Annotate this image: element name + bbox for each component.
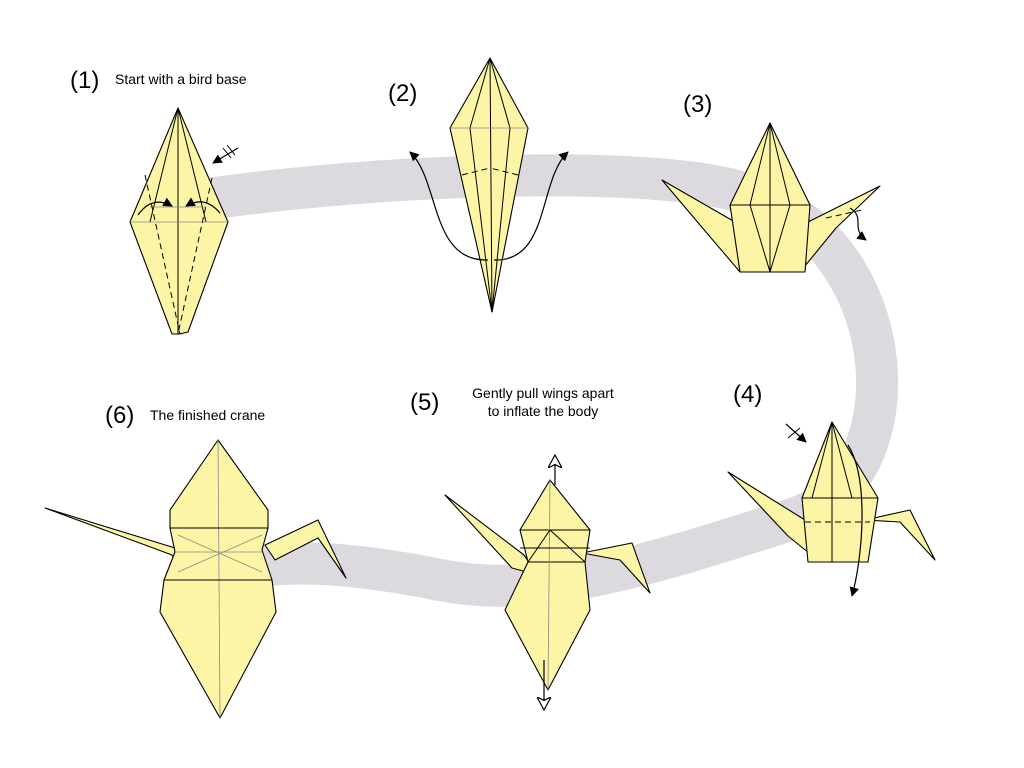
- step-2-figure: [409, 57, 569, 313]
- step-5-figure: [444, 455, 651, 710]
- step-5-number: (5): [410, 389, 439, 416]
- step-5-caption-line-2: to inflate the body: [488, 403, 599, 419]
- step-3-figure: [661, 122, 881, 273]
- step-6-number: (6): [105, 402, 134, 429]
- step-4-figure: [727, 421, 936, 597]
- step-6-figure: [44, 439, 347, 719]
- step-1-figure: [129, 107, 239, 335]
- step-3-number: (3): [683, 91, 712, 118]
- step-1-number: (1): [70, 67, 99, 94]
- step-1-caption: Start with a bird base: [115, 71, 247, 87]
- step-4-number: (4): [733, 381, 762, 408]
- step-6-caption: The finished crane: [150, 407, 265, 423]
- step-2-number: (2): [388, 80, 417, 107]
- step-5-caption-line-1: Gently pull wings apart: [472, 385, 614, 401]
